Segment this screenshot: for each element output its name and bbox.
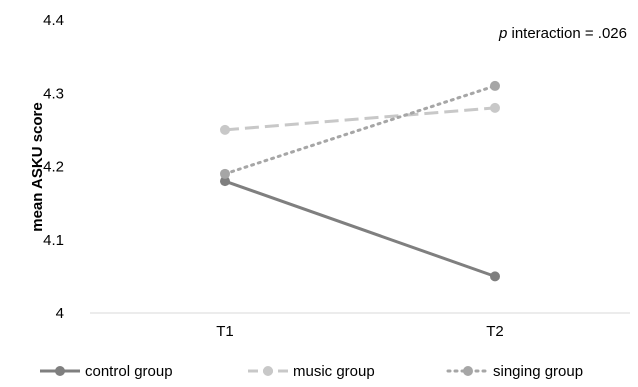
y-axis-label: mean ASKU score: [29, 102, 46, 232]
legend-marker: [263, 366, 273, 376]
data-point: [490, 102, 500, 113]
y-tick-label: 4.4: [43, 12, 64, 29]
x-tick-label: T2: [486, 323, 504, 340]
data-point: [490, 271, 500, 282]
series-music-group: [220, 102, 500, 135]
legend-marker: [463, 366, 473, 376]
series-singing-group: [220, 80, 500, 179]
data-point: [220, 176, 230, 187]
series-line: [224, 106, 496, 132]
legend-label: singing group: [493, 363, 583, 380]
series-line: [223, 84, 497, 176]
data-point: [490, 80, 500, 91]
legend-label: control group: [85, 363, 173, 380]
y-tick-label: 4: [56, 305, 64, 322]
x-tick-label: T1: [216, 323, 234, 340]
y-tick-label: 4.1: [43, 232, 64, 249]
legend-item: control group: [40, 363, 173, 380]
annotation-italic: p: [498, 25, 507, 42]
x-tick-labels: T1 T2: [216, 323, 504, 340]
legend-marker: [55, 366, 65, 376]
series-layer: [220, 80, 500, 282]
data-point: [220, 168, 230, 179]
series-control-group: [220, 176, 500, 282]
p-interaction-annotation: p interaction = .026: [498, 25, 627, 42]
legend-item: singing group: [446, 363, 583, 380]
y-tick-labels: 4 4.1 4.2 4.3 4.4: [43, 12, 64, 322]
y-tick-label: 4.2: [43, 159, 64, 176]
legend-item: music group: [248, 363, 375, 380]
series-line: [224, 179, 496, 278]
annotation-text: interaction = .026: [507, 25, 627, 42]
data-point: [220, 124, 230, 135]
legend: control group music group singing group: [40, 363, 583, 380]
legend-label: music group: [293, 363, 375, 380]
y-tick-label: 4.3: [43, 85, 64, 102]
